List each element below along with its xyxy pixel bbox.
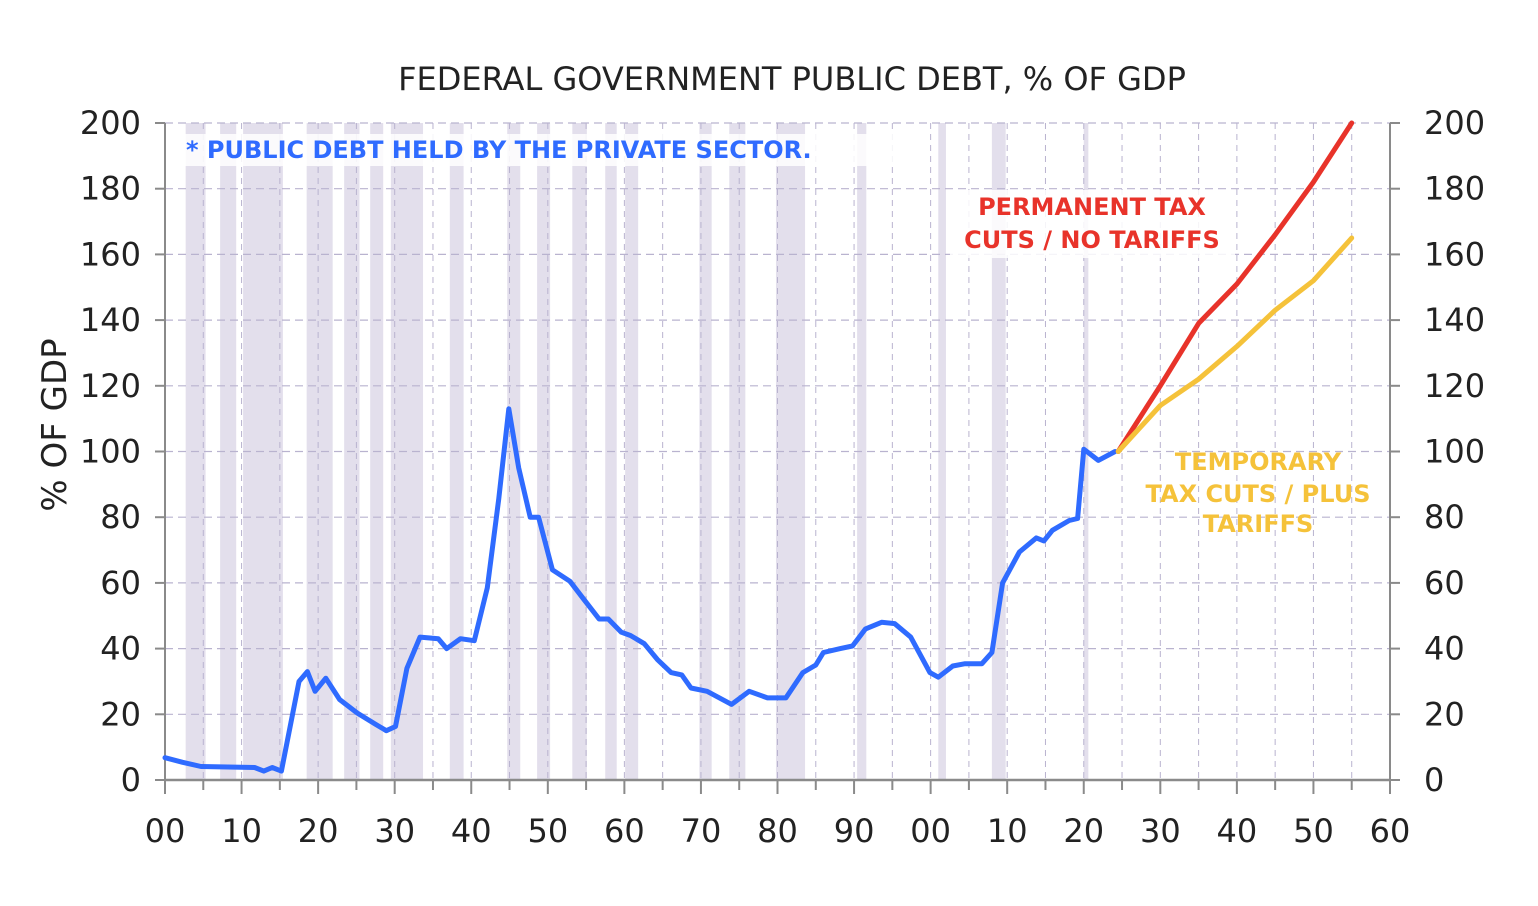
left-tick-label: 120 [80,367,141,405]
x-tick-label: 70 [681,812,722,850]
right-tick-label: 140 [1424,301,1485,339]
x-tick-label: 30 [1140,812,1181,850]
recession-bar [220,123,237,780]
x-tick-label: 50 [1293,812,1334,850]
series-lines [162,120,1355,774]
x-tick-label: 30 [374,812,415,850]
temporary-label-line2: TAX CUTS / PLUS [1146,480,1371,508]
left-tick-label: 0 [121,761,141,799]
x-tick-label: 20 [1063,812,1104,850]
x-tick-label: 00 [145,812,186,850]
y-axis-label: % OF GDP [35,338,75,511]
x-tick-label: 50 [527,812,568,850]
chart-title: FEDERAL GOVERNMENT PUBLIC DEBT, % OF GDP [398,60,1186,98]
x-tick-label: 20 [298,812,339,850]
left-tick-label: 100 [80,433,141,471]
temporary-label-line3: TARIFFS [1203,510,1314,538]
right-tick-label: 100 [1424,433,1485,471]
recession-bar [625,123,639,780]
right-tick-label: 60 [1424,564,1465,602]
permanent-line [1115,120,1355,454]
left-tick-label: 60 [100,564,141,602]
permanent-label-background [950,190,1235,258]
left-tick-label: 200 [80,104,141,142]
x-tick-label: 60 [1370,812,1411,850]
right-tick-label: 80 [1424,498,1465,536]
right-tick-label: 180 [1424,170,1485,208]
left-tick-label: 160 [80,235,141,273]
note-text: * PUBLIC DEBT HELD BY THE PRIVATE SECTOR… [186,136,812,164]
permanent-label-line2: CUTS / NO TARIFFS [964,226,1220,254]
right-tick-label: 40 [1424,630,1465,668]
x-tick-label: 10 [221,812,262,850]
x-tick-label: 90 [834,812,875,850]
permanent-label-line1: PERMANENT TAX [978,193,1206,221]
x-tick-label: 60 [604,812,645,850]
recession-bar [572,123,587,780]
temporary-line [1115,235,1355,454]
history-line [162,406,1118,774]
recession-bar [938,123,946,780]
right-tick-label: 20 [1424,695,1465,733]
x-tick-label: 40 [1217,812,1258,850]
left-tick-label: 80 [100,498,141,536]
right-tick-label: 0 [1424,761,1444,799]
right-tick-label: 200 [1424,104,1485,142]
left-tick-label: 20 [100,695,141,733]
x-tick-label: 80 [757,812,798,850]
right-tick-label: 120 [1424,367,1485,405]
x-tick-label: 10 [987,812,1028,850]
left-tick-label: 40 [100,630,141,668]
temporary-label-line1: TEMPORARY [1175,448,1342,476]
left-tick-label: 140 [80,301,141,339]
x-tick-label: 00 [910,812,951,850]
right-tick-label: 160 [1424,235,1485,273]
note-background [180,134,895,166]
x-tick-label: 40 [451,812,492,850]
left-tick-label: 180 [80,170,141,208]
